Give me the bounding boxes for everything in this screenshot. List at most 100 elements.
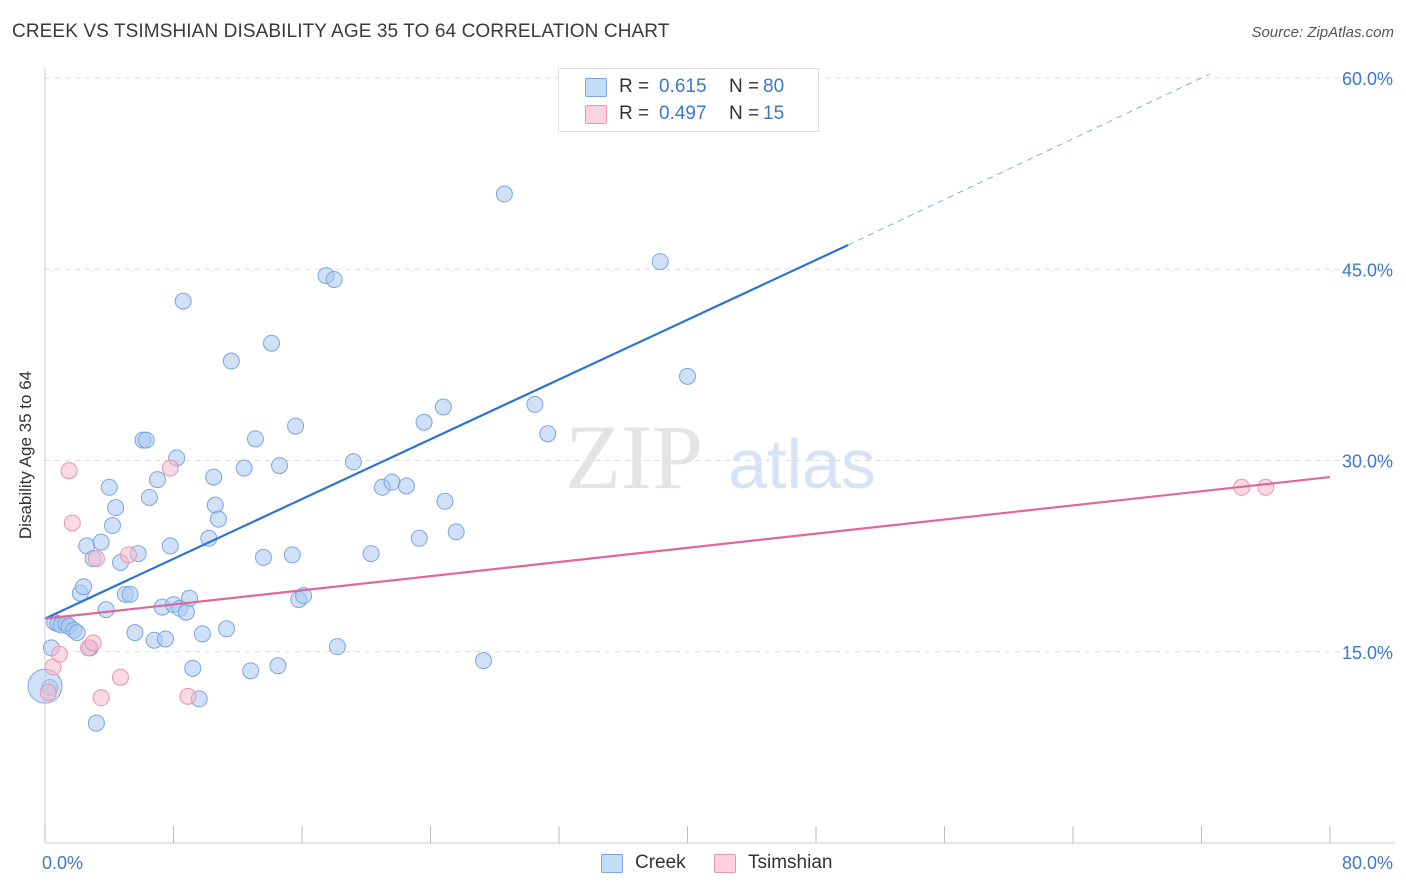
creek-point: [434, 398, 452, 416]
watermark-atlas: atlas: [728, 425, 876, 503]
creek-point: [495, 185, 513, 203]
creek-point: [447, 523, 465, 541]
creek-point: [651, 253, 669, 271]
legend-r-label: R =: [619, 103, 650, 124]
creek-point: [362, 545, 380, 563]
tsimshian-trend-line: [44, 475, 1331, 620]
creek-point: [328, 638, 346, 656]
legend-n-label: N =: [729, 103, 760, 124]
tsimshian-point: [111, 668, 129, 686]
tsimshian-point: [120, 546, 138, 564]
creek-point: [397, 477, 415, 495]
creek-trend-line: [44, 244, 849, 620]
creek-point: [218, 620, 236, 638]
creek-point: [539, 425, 557, 443]
trend-lines: [44, 73, 1331, 620]
tsimshian-point: [39, 684, 57, 702]
tsimshian-point: [63, 514, 81, 532]
creek-point: [184, 659, 202, 677]
creek-point: [222, 352, 240, 370]
legend-r-label: R =: [619, 76, 650, 97]
tsimshian-point: [1257, 478, 1275, 496]
creek-point: [156, 630, 174, 648]
creek-point: [75, 578, 93, 596]
creek-trend-extension: [847, 73, 1210, 246]
creek-point: [87, 714, 105, 732]
x-tick-label: 80.0%: [1342, 853, 1393, 873]
creek-point: [262, 334, 280, 352]
creek-point: [475, 652, 493, 670]
series-legend: Creek Tsimshian: [0, 852, 1406, 876]
series-swatch-creek: [601, 853, 623, 873]
legend-n-value: 15: [763, 103, 785, 124]
y-tick-label: 15.0%: [1342, 643, 1393, 663]
creek-point: [679, 367, 696, 385]
tsimshian-point: [179, 687, 197, 705]
creek-point: [68, 624, 86, 642]
series-swatch-tsimshian: [714, 853, 736, 873]
creek-point: [148, 471, 166, 489]
y-tick-label: 60.0%: [1342, 69, 1393, 89]
creek-point: [137, 431, 155, 449]
tsimshian-point: [92, 689, 110, 707]
y-tick-label: 45.0%: [1342, 260, 1393, 280]
creek-point: [100, 478, 118, 496]
creek-point: [242, 662, 260, 680]
series-legend-tsimshian[interactable]: Tsimshian: [714, 852, 832, 874]
creek-point: [436, 492, 454, 510]
creek-point: [92, 533, 110, 551]
tsimshian-point: [60, 462, 78, 480]
creek-point: [410, 529, 428, 547]
creek-point: [287, 417, 305, 435]
creek-point: [206, 496, 224, 514]
grid-lines: [45, 77, 1395, 653]
watermark: ZIP atlas: [565, 406, 876, 508]
creek-point: [161, 537, 179, 555]
creek-point: [140, 488, 158, 506]
series-legend-creek[interactable]: Creek: [601, 852, 686, 874]
creek-point: [415, 413, 433, 431]
creek-point: [283, 546, 301, 564]
legend-swatch-tsimshian: [585, 104, 607, 124]
creek-point: [177, 603, 195, 621]
data-points: [27, 111, 1275, 732]
creek-point: [254, 548, 272, 566]
creek-point: [174, 292, 192, 310]
creek-point: [383, 473, 401, 491]
creek-point: [246, 430, 264, 448]
creek-point: [269, 657, 287, 675]
creek-point: [103, 517, 121, 535]
creek-point: [205, 468, 223, 486]
watermark-zip: ZIP: [565, 406, 703, 508]
creek-point: [107, 499, 125, 517]
creek-point: [235, 459, 253, 477]
tsimshian-point: [87, 550, 105, 568]
legend-n-value: 80: [763, 76, 785, 97]
series-label-tsimshian: Tsimshian: [748, 852, 833, 873]
creek-point: [526, 395, 544, 413]
legend-swatch-creek: [585, 77, 607, 97]
creek-point: [344, 453, 362, 471]
series-label-creek: Creek: [635, 852, 686, 873]
y-tick-label: 30.0%: [1342, 452, 1393, 472]
tsimshian-point: [50, 645, 68, 663]
creek-point: [97, 601, 115, 619]
legend-n-label: N =: [729, 76, 760, 97]
creek-point: [209, 510, 227, 528]
tick-labels: 15.0% 30.0% 45.0% 60.0% 0.0% 80.0%: [42, 69, 1393, 873]
x-tick-label: 0.0%: [42, 853, 83, 873]
legend-row-creek: R = 0.615 N = 80: [585, 76, 784, 98]
legend-r-value: 0.615: [659, 76, 707, 97]
creek-point: [126, 624, 144, 642]
legend-row-tsimshian: R = 0.497 N = 15: [585, 103, 784, 125]
legend-r-value: 0.497: [659, 103, 707, 124]
stats-legend: R = 0.615 N = 80 R = 0.497 N = 15: [558, 68, 819, 132]
tsimshian-point: [161, 459, 179, 477]
creek-point: [193, 625, 211, 643]
source-label: Source: ZipAtlas.com: [1251, 24, 1394, 41]
creek-point: [271, 457, 289, 475]
creek-point: [121, 585, 139, 603]
tsimshian-point: [84, 634, 102, 652]
creek-point: [325, 270, 343, 288]
